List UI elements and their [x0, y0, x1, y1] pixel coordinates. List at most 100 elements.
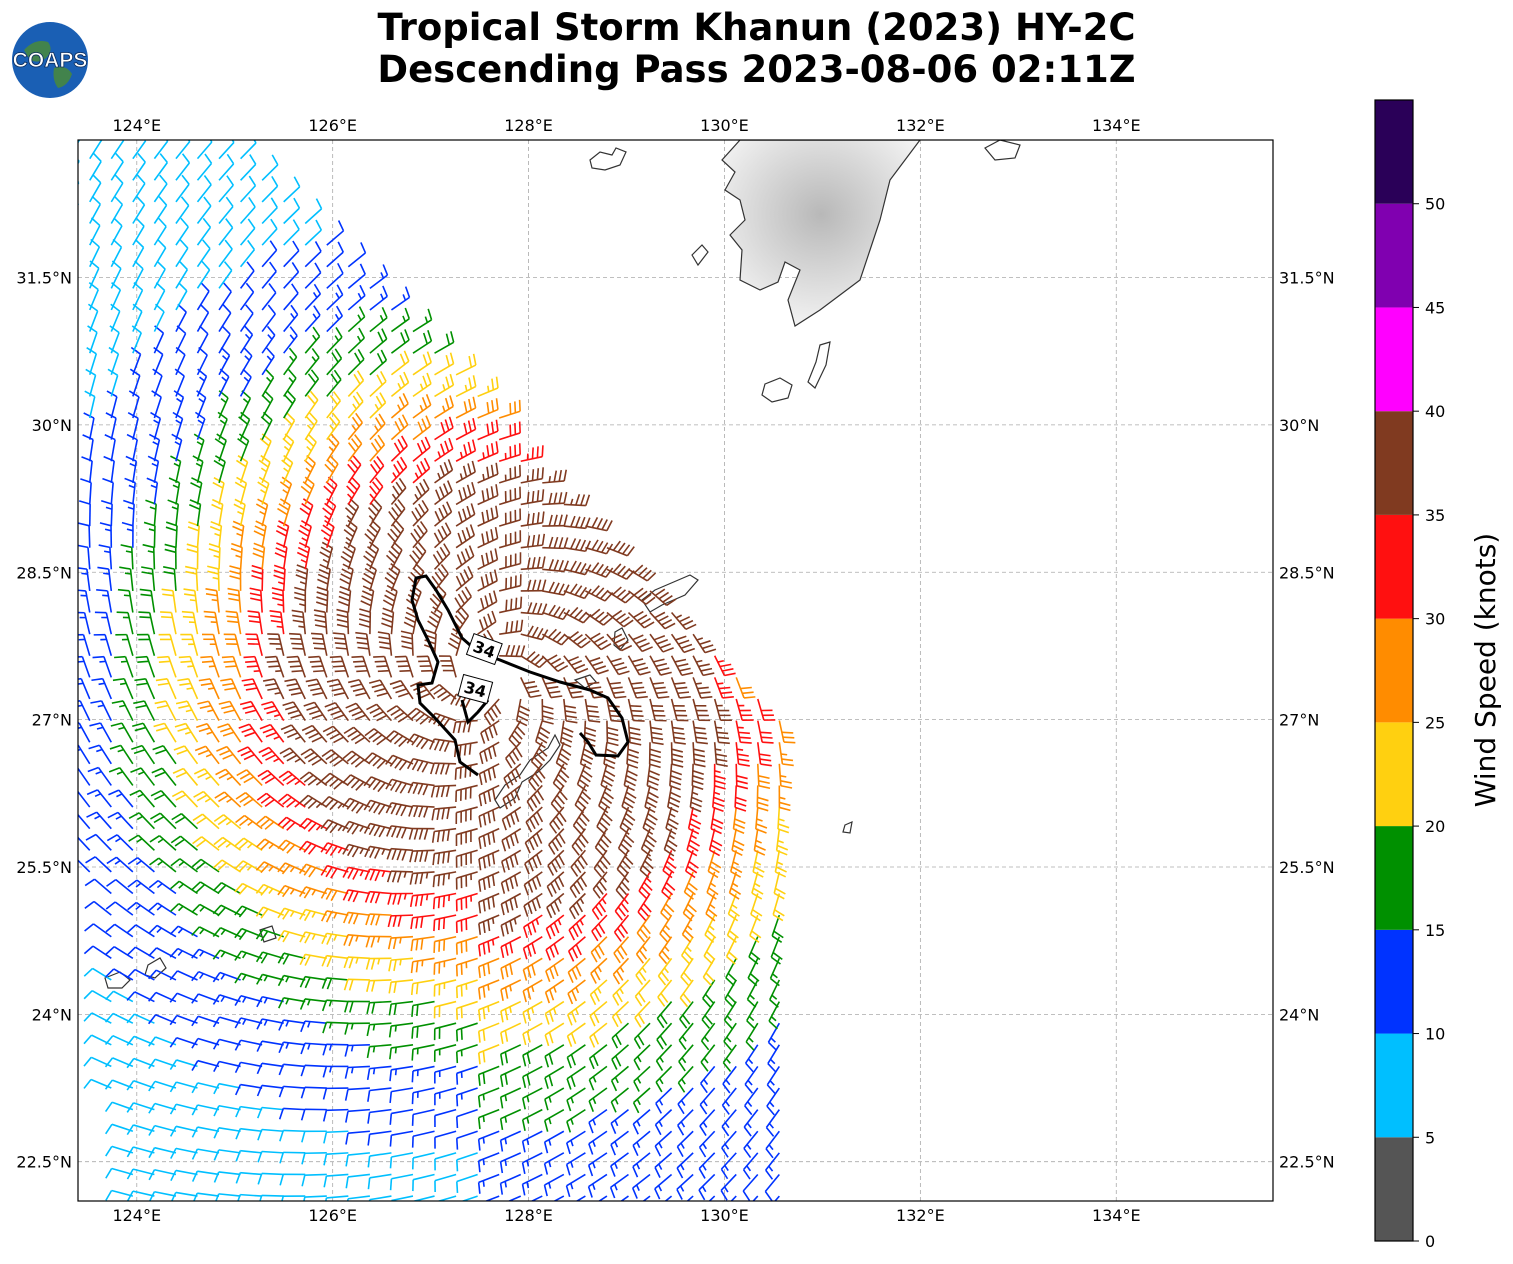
lon-tick-label-bottom: 130°E: [700, 1206, 749, 1225]
wind-barb: [642, 1195, 651, 1201]
wind-barb: [479, 741, 500, 765]
wind-barb: [84, 923, 112, 938]
wind-barb: [611, 1000, 630, 1028]
wind-barb: [304, 219, 323, 246]
wind-barb: [455, 806, 478, 825]
wind-barb: [698, 1152, 716, 1179]
wind-barb: [587, 1152, 608, 1177]
wind-barb: [545, 957, 565, 982]
wind-barb: [521, 1173, 543, 1196]
wind-barb: [191, 1126, 220, 1138]
wind-barb: [368, 679, 393, 700]
wind-barb: [344, 1065, 370, 1079]
wind-barb: [269, 609, 285, 635]
wind-barb: [146, 477, 159, 505]
wind-barb: [148, 902, 177, 916]
wind-barb: [389, 1087, 414, 1104]
wind-barb: [191, 858, 220, 873]
wind-barb: [366, 1000, 392, 1015]
wind-barb: [545, 914, 565, 940]
contour-label-box: [457, 673, 494, 705]
wind-barb: [455, 957, 478, 977]
colorbar-tick-label: 0: [1425, 1232, 1435, 1251]
wind-barb: [212, 476, 225, 505]
wind-barb: [223, 633, 242, 656]
wind-barb: [520, 445, 544, 463]
wind-barb: [677, 1065, 694, 1093]
wind-barb: [606, 586, 635, 604]
wind-barb: [147, 455, 160, 484]
wind-barb: [218, 175, 234, 203]
wind-barb: [126, 1124, 155, 1136]
wind-barb: [344, 1022, 370, 1035]
wind-barb: [721, 1109, 737, 1137]
wind-barb: [170, 880, 198, 895]
wind-barb: [106, 834, 134, 851]
wind-barb: [299, 998, 327, 1010]
wind-barb: [521, 1087, 543, 1110]
wind-barb: [139, 588, 156, 613]
wind-barbs: [63, 140, 796, 1201]
wind-barb: [591, 914, 608, 942]
wind-barb: [197, 700, 220, 721]
wind-barb: [698, 1130, 716, 1158]
wind-barb: [619, 806, 636, 835]
wind-barb: [320, 887, 349, 902]
lon-tick-label-top: 124°E: [112, 116, 161, 135]
wind-barb: [567, 957, 586, 983]
colorbar-segment: [1375, 618, 1413, 723]
wind-barb: [390, 477, 407, 505]
wind-barb: [299, 953, 327, 966]
wind-barb: [735, 720, 752, 744]
wind-barb: [611, 1044, 630, 1070]
wind-barb: [729, 850, 743, 878]
wind-barb: [316, 586, 329, 613]
iriomote-island: [104, 971, 131, 989]
wind-barb: [329, 655, 350, 678]
wind-barb: [631, 1173, 651, 1199]
wind-barb: [364, 868, 392, 882]
wind-barb: [498, 552, 522, 571]
wind-barb: [710, 806, 724, 835]
wind-barb: [94, 611, 113, 635]
wind-barb: [377, 631, 393, 656]
wind-barb: [148, 1102, 177, 1114]
wind-barb: [127, 901, 155, 916]
wind-barb: [63, 391, 73, 418]
wind-barb: [498, 530, 522, 549]
wind-barb: [196, 260, 211, 289]
wind-barb: [588, 1108, 608, 1134]
wind-barb: [657, 979, 673, 1007]
wind-barb: [116, 611, 134, 635]
wind-barb: [171, 790, 199, 808]
wind-barb: [126, 433, 138, 462]
wind-barb: [278, 1063, 306, 1076]
wind-barb: [235, 814, 263, 830]
colorbar-tick-label: 15: [1425, 921, 1445, 940]
wind-barb: [590, 936, 608, 963]
wind-barb: [572, 806, 590, 835]
wind-barb: [637, 893, 652, 922]
colorbar-tick-label: 50: [1425, 195, 1445, 214]
wind-barb: [301, 1152, 327, 1165]
small-islet: [573, 674, 597, 689]
wind-barb: [764, 1173, 780, 1201]
wind-barb: [232, 520, 245, 548]
wind-barb: [296, 541, 311, 570]
wind-barb: [343, 519, 358, 549]
wind-barb: [256, 1062, 284, 1075]
wind-barb: [723, 1022, 737, 1051]
wind-barb: [731, 828, 745, 857]
wind-barb: [105, 1145, 134, 1157]
wind-barb: [411, 1022, 435, 1039]
wind-barb: [304, 433, 317, 462]
wind-barb: [766, 1087, 780, 1116]
wind-barb: [411, 1152, 435, 1170]
wind-barb: [104, 1012, 134, 1024]
wind-barb: [323, 1173, 349, 1188]
wind-barb: [455, 439, 477, 462]
wind-barb: [655, 1044, 673, 1071]
wind-barb: [170, 858, 198, 873]
wind-barb: [274, 542, 288, 570]
colorbar-segment: [1375, 722, 1413, 827]
